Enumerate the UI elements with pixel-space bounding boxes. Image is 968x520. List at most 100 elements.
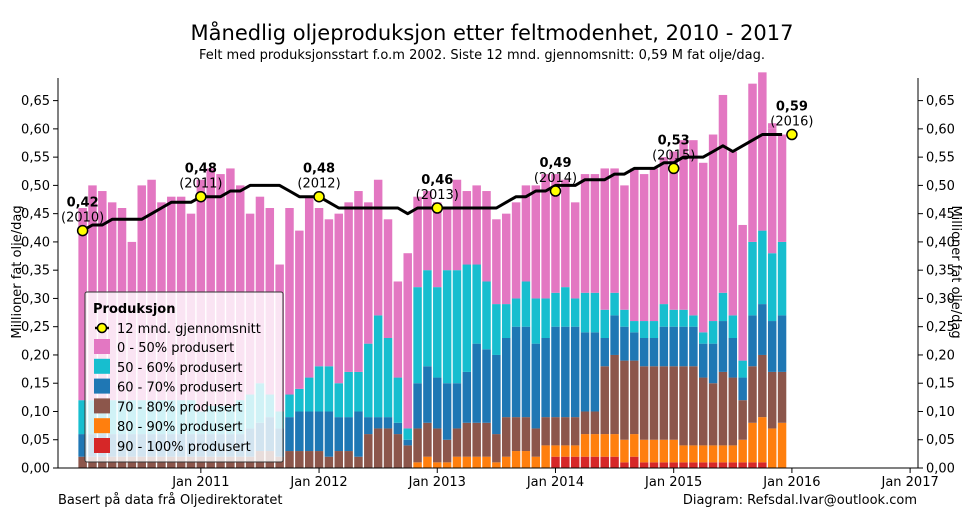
bar-seg-63-3 — [699, 343, 708, 378]
bar-seg-38-1 — [452, 456, 462, 468]
bar-seg-66-4 — [728, 315, 738, 338]
legend-label-5: 90 - 100% produsert — [117, 440, 251, 455]
bar-seg-70-5 — [767, 128, 777, 254]
bar-seg-46-1 — [531, 456, 541, 468]
bar-seg-36-3 — [433, 377, 442, 429]
bar-seg-39-4 — [462, 264, 472, 372]
y-tick-label-right-1: 0,05 — [926, 433, 955, 448]
bar-seg-39-1 — [462, 456, 472, 468]
bar-seg-46-3 — [531, 343, 541, 429]
bar-seg-65-4 — [718, 292, 728, 322]
bar-seg-40-5 — [472, 185, 481, 265]
bar-seg-31-4 — [383, 338, 393, 418]
bar-seg-65-2 — [718, 371, 728, 446]
bar-seg-49-4 — [561, 287, 570, 327]
bar-seg-25-2 — [324, 456, 334, 468]
bar-seg-48-2 — [551, 417, 560, 446]
bar-seg-42-5 — [492, 219, 501, 305]
annotation-value-2: 0,48 — [303, 162, 335, 177]
bar-seg-29-5 — [364, 202, 373, 344]
bar-seg-51-1 — [580, 434, 590, 457]
legend-swatch-1 — [94, 358, 110, 374]
bar-seg-36-5 — [433, 202, 442, 288]
bar-seg-58-2 — [649, 366, 659, 440]
bar-seg-55-0 — [620, 462, 629, 468]
bar-seg-47-2 — [541, 417, 550, 446]
bar-seg-36-1 — [433, 462, 442, 468]
y-tick-label-left-7: 0,35 — [21, 264, 50, 279]
bar-seg-59-2 — [659, 366, 669, 440]
bar-seg-41-2 — [482, 422, 491, 457]
bar-seg-21-2 — [285, 451, 294, 468]
y-tick-label-left-9: 0,45 — [21, 207, 50, 222]
bar-seg-69-0 — [758, 462, 767, 468]
bar-seg-32-3 — [393, 422, 403, 435]
bar-seg-52-3 — [590, 332, 600, 412]
bar-seg-45-2 — [521, 417, 531, 452]
bar-seg-27-3 — [344, 417, 353, 452]
legend-label-3: 70 - 80% produsert — [117, 400, 243, 415]
bar-seg-62-4 — [689, 315, 698, 327]
bar-seg-43-1 — [501, 456, 511, 468]
bar-seg-62-0 — [689, 462, 698, 468]
bar-seg-55-4 — [620, 309, 629, 327]
bar-seg-30-5 — [373, 179, 383, 316]
bar-seg-65-5 — [718, 94, 728, 293]
bar-seg-55-1 — [620, 439, 629, 463]
bar-seg-54-2 — [610, 354, 619, 435]
bar-seg-39-5 — [462, 191, 472, 265]
y-tick-label-left-6: 0,30 — [21, 292, 50, 307]
bar-seg-64-1 — [708, 445, 718, 463]
bar-seg-33-5 — [403, 253, 412, 429]
bar-seg-67-1 — [738, 439, 747, 463]
axes-group: 0,00 0,00 0,05 0,05 0,10 0,10 0,15 0,15 0,20 0,20… — [21, 78, 955, 490]
bar-seg-53-3 — [600, 338, 609, 367]
bar-seg-55-2 — [620, 360, 629, 440]
bar-seg-45-1 — [521, 451, 531, 468]
bar-seg-31-5 — [383, 219, 393, 338]
bar-seg-43-4 — [501, 304, 511, 338]
bar-seg-31-3 — [383, 417, 393, 429]
bar-seg-32-5 — [393, 281, 403, 378]
bar-seg-33-3 — [403, 439, 412, 446]
bar-seg-50-5 — [570, 202, 580, 299]
bar-seg-38-3 — [452, 383, 462, 429]
bar-seg-58-3 — [649, 338, 659, 367]
bar-seg-33-2 — [403, 445, 412, 468]
bar-seg-43-5 — [501, 213, 511, 305]
bar-seg-60-3 — [669, 326, 678, 367]
bar-seg-59-5 — [659, 157, 669, 305]
bar-seg-0-3 — [78, 434, 87, 457]
chart-title: Månedlig oljeproduksjon etter feltmodenh… — [191, 20, 794, 45]
y-axis-label-left: Millioner fat olje/dag — [10, 205, 25, 338]
bar-seg-27-5 — [344, 202, 353, 372]
bar-seg-51-0 — [580, 456, 590, 468]
bar-seg-49-0 — [561, 456, 570, 468]
bar-seg-47-5 — [541, 174, 550, 299]
legend-swatch-4 — [94, 418, 110, 434]
bar-seg-67-3 — [738, 377, 747, 401]
bar-seg-46-5 — [531, 185, 541, 299]
bar-seg-70-3 — [767, 321, 777, 372]
bar-seg-64-0 — [708, 462, 718, 468]
bar-seg-33-4 — [403, 428, 412, 440]
annotation-year-6: (2016) — [770, 115, 813, 130]
bar-seg-57-4 — [639, 321, 649, 338]
x-tick-label-6: Jan 2017 — [880, 475, 938, 490]
bar-seg-60-0 — [669, 462, 678, 468]
legend-swatch-3 — [94, 398, 110, 414]
legend-label-4: 80 - 90% produsert — [117, 420, 243, 435]
bar-seg-63-0 — [699, 462, 708, 468]
bar-seg-27-4 — [344, 371, 353, 418]
bar-seg-45-5 — [521, 185, 531, 282]
y-tick-label-right-3: 0,15 — [926, 377, 955, 392]
bar-seg-59-0 — [659, 462, 669, 468]
bar-seg-66-0 — [728, 462, 738, 468]
bar-seg-56-1 — [630, 434, 639, 457]
bar-seg-63-2 — [699, 377, 708, 446]
bar-seg-23-2 — [304, 451, 314, 468]
bar-seg-39-2 — [462, 422, 472, 457]
bar-seg-48-5 — [551, 174, 560, 293]
bar-seg-69-5 — [758, 72, 767, 231]
